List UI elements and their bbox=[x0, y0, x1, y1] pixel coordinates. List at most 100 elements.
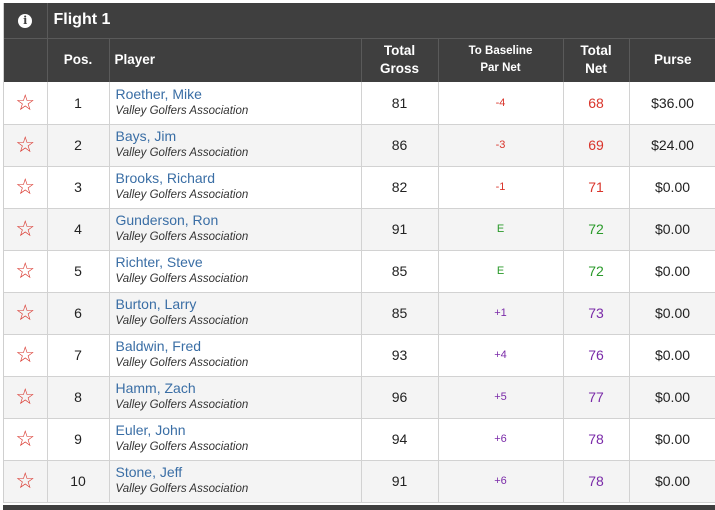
row-total-gross: 86 bbox=[361, 124, 439, 167]
player-name-link[interactable]: Hamm, Zach bbox=[115, 380, 196, 396]
row-baseline: E bbox=[438, 208, 564, 251]
info-icon[interactable]: i bbox=[18, 13, 33, 28]
favorite-star-icon[interactable]: ☆ bbox=[4, 376, 48, 419]
player-association: Valley Golfers Association bbox=[115, 483, 249, 495]
player-name-link[interactable]: Bays, Jim bbox=[115, 128, 177, 144]
header-total-net[interactable]: Total Net bbox=[563, 38, 630, 82]
player-association: Valley Golfers Association bbox=[115, 104, 249, 117]
row-total-net: 72 bbox=[563, 250, 630, 293]
row-total-net: 78 bbox=[563, 418, 630, 461]
row-total-net: 68 bbox=[563, 82, 630, 125]
leaderboard-rows: ☆ 1 Roether, Mike Valley Golfers Associatio… bbox=[4, 82, 715, 503]
leaderboard-table: i Flight 1 Pos. Player Total Gross To Ba… bbox=[4, 3, 715, 503]
row-total-net: 69 bbox=[563, 124, 630, 167]
favorite-star-icon[interactable]: ☆ bbox=[4, 166, 48, 209]
row-pos: 1 bbox=[47, 82, 110, 125]
table-row: ☆ 3 Brooks, Richard Valley Golfers Associat… bbox=[4, 166, 715, 209]
row-pos: 10 bbox=[47, 460, 110, 503]
player-name-link[interactable]: Burton, Larry bbox=[115, 296, 197, 312]
row-pos: 5 bbox=[47, 250, 110, 293]
row-purse: $24.00 bbox=[629, 124, 715, 167]
header-total-gross[interactable]: Total Gross bbox=[361, 38, 439, 82]
row-purse: $0.00 bbox=[629, 292, 715, 335]
row-total-gross: 85 bbox=[361, 292, 439, 335]
player-name-link[interactable]: Gunderson, Ron bbox=[115, 212, 219, 228]
row-pos: 3 bbox=[47, 166, 110, 209]
row-player: Brooks, Richard Valley Golfers Associatio… bbox=[109, 166, 362, 209]
header-player[interactable]: Player bbox=[109, 38, 362, 82]
table-row: ☆ 10 Stone, Jeff Valley Golfers Association… bbox=[4, 460, 715, 503]
table-row: ☆ 9 Euler, John Valley Golfers Association 9… bbox=[4, 418, 715, 461]
row-player: Hamm, Zach Valley Golfers Association bbox=[109, 376, 362, 419]
player-name-link[interactable]: Euler, John bbox=[115, 422, 186, 438]
header-total-net-line2: Net bbox=[585, 61, 607, 77]
header-total-gross-line1: Total bbox=[383, 43, 416, 59]
row-player: Burton, Larry Valley Golfers Association bbox=[109, 292, 362, 335]
row-player: Richter, Steve Valley Golfers Association bbox=[109, 250, 362, 293]
favorite-star-icon[interactable]: ☆ bbox=[4, 124, 48, 167]
row-total-gross: 82 bbox=[361, 166, 439, 209]
row-player: Bays, Jim Valley Golfers Association bbox=[109, 124, 362, 167]
header-total-net-line1: Total bbox=[580, 43, 612, 59]
row-purse: $0.00 bbox=[629, 166, 715, 209]
table-row: ☆ 7 Baldwin, Fred Valley Golfers Associatio… bbox=[4, 334, 715, 377]
row-player: Gunderson, Ron Valley Golfers Association bbox=[109, 208, 362, 251]
row-baseline: -1 bbox=[438, 166, 564, 209]
row-pos: 7 bbox=[47, 334, 110, 377]
row-baseline: E bbox=[438, 250, 564, 293]
leaderboard: i Flight 1 Pos. Player Total Gross To Ba… bbox=[3, 3, 715, 503]
row-baseline: +4 bbox=[438, 334, 564, 377]
table-row: ☆ 5 Richter, Steve Valley Golfers Associati… bbox=[4, 250, 715, 293]
row-total-net: 73 bbox=[563, 292, 630, 335]
favorite-star-icon[interactable]: ☆ bbox=[4, 82, 48, 125]
row-purse: $0.00 bbox=[629, 250, 715, 293]
row-purse: $0.00 bbox=[629, 376, 715, 419]
info-button[interactable]: i bbox=[4, 3, 48, 39]
row-player: Stone, Jeff Valley Golfers Association bbox=[109, 460, 362, 503]
player-name-link[interactable]: Richter, Steve bbox=[115, 254, 203, 270]
row-player: Roether, Mike Valley Golfers Association bbox=[109, 82, 362, 125]
favorite-star-icon[interactable]: ☆ bbox=[4, 334, 48, 377]
row-total-gross: 93 bbox=[361, 334, 439, 377]
row-total-gross: 91 bbox=[361, 208, 439, 251]
favorite-star-icon[interactable]: ☆ bbox=[4, 418, 48, 461]
header-baseline-line1: To Baseline bbox=[468, 45, 533, 58]
player-association: Valley Golfers Association bbox=[115, 231, 249, 243]
row-baseline: +1 bbox=[438, 292, 564, 335]
header-favorite bbox=[4, 38, 48, 82]
player-association: Valley Golfers Association bbox=[115, 189, 249, 201]
favorite-star-icon[interactable]: ☆ bbox=[4, 208, 48, 251]
row-purse: $0.00 bbox=[629, 418, 715, 461]
row-purse: $0.00 bbox=[629, 208, 715, 251]
table-row: ☆ 4 Gunderson, Ron Valley Golfers Associati… bbox=[4, 208, 715, 251]
column-header-row: Pos. Player Total Gross To Baseline Par … bbox=[4, 38, 715, 82]
favorite-star-icon[interactable]: ☆ bbox=[4, 250, 48, 293]
header-total-gross-line2: Gross bbox=[379, 61, 420, 77]
row-baseline: +6 bbox=[438, 418, 564, 461]
row-baseline: -3 bbox=[438, 124, 564, 167]
header-purse[interactable]: Purse bbox=[629, 38, 715, 82]
row-total-net: 72 bbox=[563, 208, 630, 251]
flight-header: i Flight 1 bbox=[4, 3, 715, 39]
table-row: ☆ 6 Burton, Larry Valley Golfers Associatio… bbox=[4, 292, 715, 335]
player-association: Valley Golfers Association bbox=[115, 315, 249, 327]
table-row: ☆ 1 Roether, Mike Valley Golfers Associatio… bbox=[4, 82, 715, 125]
row-player: Baldwin, Fred Valley Golfers Association bbox=[109, 334, 362, 377]
player-name-link[interactable]: Stone, Jeff bbox=[115, 464, 183, 480]
row-pos: 2 bbox=[47, 124, 110, 167]
row-purse: $0.00 bbox=[629, 460, 715, 503]
row-total-net: 71 bbox=[563, 166, 630, 209]
favorite-star-icon[interactable]: ☆ bbox=[4, 460, 48, 503]
row-total-gross: 94 bbox=[361, 418, 439, 461]
player-name-link[interactable]: Baldwin, Fred bbox=[115, 338, 202, 354]
row-total-net: 76 bbox=[563, 334, 630, 377]
favorite-star-icon[interactable]: ☆ bbox=[4, 292, 48, 335]
header-baseline[interactable]: To Baseline Par Net bbox=[438, 38, 564, 82]
header-pos[interactable]: Pos. bbox=[47, 38, 110, 82]
row-total-gross: 96 bbox=[361, 376, 439, 419]
row-purse: $0.00 bbox=[629, 334, 715, 377]
player-name-link[interactable]: Brooks, Richard bbox=[115, 170, 216, 186]
player-name-link[interactable]: Roether, Mike bbox=[115, 85, 202, 102]
row-pos: 9 bbox=[47, 418, 110, 461]
row-baseline: +6 bbox=[438, 460, 564, 503]
